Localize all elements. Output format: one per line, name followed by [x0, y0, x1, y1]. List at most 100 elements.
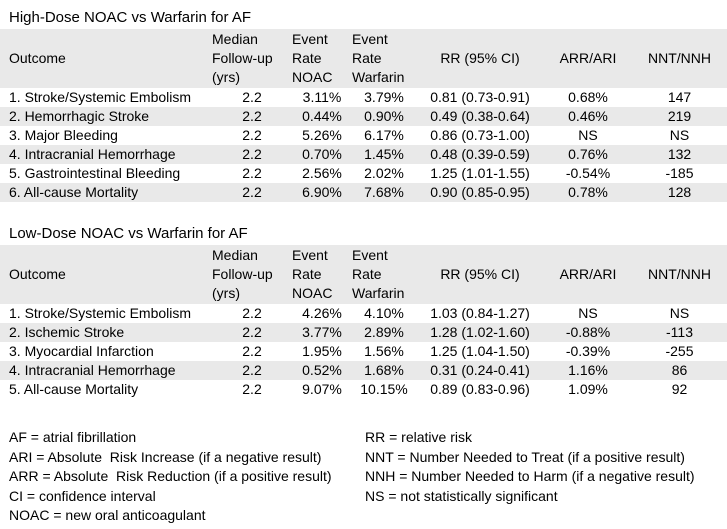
cell-arr-ari: -0.39%	[565, 343, 611, 359]
cell-event-rate-noac: 0.44%	[302, 108, 342, 124]
cell-median-followup: 2.2	[242, 89, 262, 105]
cell-median-followup: 2.2	[242, 343, 262, 359]
table-title-low-dose: Low-Dose NOAC vs Warfarin for AF	[9, 225, 248, 242]
table-row: 1. Stroke/Systemic Embolism 2.2 3.11% 3.…	[0, 88, 727, 107]
cell-arr-ari: -0.88%	[565, 324, 611, 340]
cell-event-rate-warfarin: 0.90%	[364, 108, 404, 124]
sheet: High-Dose NOAC vs Warfarin for AF Outcom…	[0, 8, 727, 526]
cell-event-rate-warfarin: 10.15%	[360, 381, 408, 397]
column-header-rr-ci: RR (95% CI)	[440, 266, 520, 282]
cell-nnt-nnh: NS	[669, 305, 690, 321]
cell-outcome: 6. All-cause Mortality	[9, 184, 139, 200]
cell-event-rate-warfarin: 2.02%	[364, 165, 404, 181]
cell-event-rate-warfarin: 6.17%	[364, 127, 404, 143]
cell-event-rate-noac: 9.07%	[302, 381, 342, 397]
legend-item-af: AF = atrial fibrillation	[9, 429, 137, 445]
legend-left-column: AF = atrial fibrillation ARI = Absolute …	[9, 428, 365, 526]
cell-median-followup: 2.2	[242, 324, 262, 340]
cell-event-rate-noac: 0.70%	[302, 146, 342, 162]
column-header-outcome: Outcome	[9, 266, 66, 282]
legend-item-rr: RR = relative risk	[365, 429, 472, 445]
cell-rr-ci: 0.86 (0.73-1.00)	[430, 127, 530, 143]
table-row: 4. Intracranial Hemorrhage 2.2 0.52% 1.6…	[0, 361, 727, 380]
cell-median-followup: 2.2	[242, 108, 262, 124]
cell-event-rate-noac: 6.90%	[302, 184, 342, 200]
cell-outcome: 4. Intracranial Hemorrhage	[9, 146, 176, 162]
cell-arr-ari: 0.76%	[568, 146, 608, 162]
cell-rr-ci: 0.48 (0.39-0.59)	[430, 146, 530, 162]
cell-outcome: 1. Stroke/Systemic Embolism	[9, 305, 192, 321]
cell-arr-ari: NS	[578, 305, 598, 321]
cell-event-rate-noac: 5.26%	[302, 127, 342, 143]
column-header-rr-ci: RR (95% CI)	[440, 50, 520, 66]
cell-rr-ci: 1.25 (1.01-1.55)	[430, 165, 530, 181]
cell-nnt-nnh: -255	[665, 343, 694, 359]
cell-outcome: 2. Hemorrhagic Stroke	[9, 108, 150, 124]
cell-event-rate-warfarin: 3.79%	[364, 89, 404, 105]
legend-right-column: RR = relative risk NNT = Number Needed t…	[365, 428, 695, 526]
cell-outcome: 2. Ischemic Stroke	[9, 324, 125, 340]
column-header-event-rate-warfarin: Event Rate Warfarin	[352, 247, 405, 301]
column-header-event-rate-warfarin: Event Rate Warfarin	[352, 31, 405, 85]
cell-median-followup: 2.2	[242, 381, 262, 397]
table-row: 5. Gastrointestinal Bleeding 2.2 2.56% 2…	[0, 164, 727, 183]
column-header-nnt-nnh: NNT/NNH	[648, 50, 711, 66]
column-header-median-followup: Median Follow-up (yrs)	[212, 247, 273, 301]
table-row: 2. Ischemic Stroke 2.2 3.77% 2.89% 1.28 …	[0, 323, 727, 342]
cell-nnt-nnh: 86	[671, 362, 688, 378]
cell-event-rate-noac: 3.11%	[302, 89, 342, 105]
table-row: 4. Intracranial Hemorrhage 2.2 0.70% 1.4…	[0, 145, 727, 164]
cell-event-rate-warfarin: 4.10%	[364, 305, 404, 321]
cell-event-rate-warfarin: 7.68%	[364, 184, 404, 200]
cell-outcome: 5. Gastrointestinal Bleeding	[9, 165, 181, 181]
legend-item-ari: ARI = Absolute Risk Increase (if a negat…	[9, 448, 322, 465]
cell-median-followup: 2.2	[242, 146, 262, 162]
cell-event-rate-noac: 3.77%	[302, 324, 342, 340]
low-dose-table: Outcome Median Follow-up (yrs) Event Rat…	[0, 245, 727, 399]
legend-item-ns: NS = not statistically significant	[365, 487, 558, 504]
cell-event-rate-warfarin: 1.56%	[364, 343, 404, 359]
cell-arr-ari: 0.46%	[568, 108, 608, 124]
cell-arr-ari: 1.16%	[568, 362, 608, 378]
cell-outcome: 3. Myocardial Infarction	[9, 343, 154, 359]
cell-event-rate-noac: 2.56%	[302, 165, 342, 181]
legend-item-ci: CI = confidence interval	[9, 487, 156, 504]
cell-nnt-nnh: -185	[665, 165, 694, 181]
column-header-nnt-nnh: NNT/NNH	[648, 266, 711, 282]
table-row: 2. Hemorrhagic Stroke 2.2 0.44% 0.90% 0.…	[0, 107, 727, 126]
cell-outcome: 3. Major Bleeding	[9, 127, 118, 143]
cell-rr-ci: 0.89 (0.83-0.96)	[430, 381, 530, 397]
cell-arr-ari: NS	[578, 127, 598, 143]
header-row: Outcome Median Follow-up (yrs) Event Rat…	[0, 29, 727, 88]
cell-arr-ari: 0.68%	[568, 89, 608, 105]
legend-item-nnt: NNT = Number Needed to Treat (if a posit…	[365, 448, 685, 465]
cell-median-followup: 2.2	[242, 127, 262, 143]
cell-arr-ari: 0.78%	[568, 184, 608, 200]
cell-rr-ci: 1.03 (0.84-1.27)	[430, 305, 530, 321]
column-header-median-followup: Median Follow-up (yrs)	[212, 31, 273, 85]
cell-arr-ari: -0.54%	[565, 165, 611, 181]
cell-median-followup: 2.2	[242, 362, 262, 378]
cell-nnt-nnh: 219	[667, 108, 692, 124]
cell-nnt-nnh: NS	[669, 127, 690, 143]
cell-nnt-nnh: 128	[667, 184, 692, 200]
cell-median-followup: 2.2	[242, 305, 262, 321]
table-row: 6. All-cause Mortality 2.2 6.90% 7.68% 0…	[0, 183, 727, 202]
cell-rr-ci: 0.49 (0.38-0.64)	[430, 108, 530, 124]
cell-event-rate-warfarin: 1.68%	[364, 362, 404, 378]
column-header-arr-ari: ARR/ARI	[559, 50, 617, 66]
header-row: Outcome Median Follow-up (yrs) Event Rat…	[0, 245, 727, 304]
column-header-event-rate-noac: Event Rate NOAC	[292, 31, 333, 85]
cell-median-followup: 2.2	[242, 184, 262, 200]
cell-rr-ci: 1.28 (1.02-1.60)	[430, 324, 530, 340]
legend-item-noac: NOAC = new oral anticoagulant	[9, 507, 206, 523]
table-title-high-dose: High-Dose NOAC vs Warfarin for AF	[9, 9, 251, 26]
table-row: 3. Myocardial Infarction 2.2 1.95% 1.56%…	[0, 342, 727, 361]
table-row: 1. Stroke/Systemic Embolism 2.2 4.26% 4.…	[0, 304, 727, 323]
cell-rr-ci: 0.31 (0.24-0.41)	[430, 362, 530, 378]
cell-nnt-nnh: 92	[671, 381, 688, 397]
cell-median-followup: 2.2	[242, 165, 262, 181]
cell-event-rate-warfarin: 2.89%	[364, 324, 404, 340]
cell-nnt-nnh: 132	[667, 146, 692, 162]
cell-event-rate-noac: 0.52%	[302, 362, 342, 378]
